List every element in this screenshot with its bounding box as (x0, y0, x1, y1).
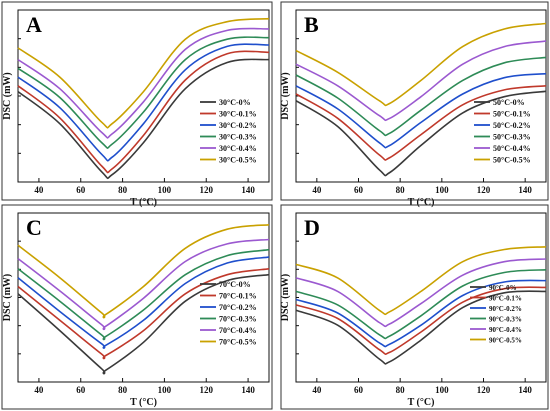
legend-label: 30°C-0.3% (219, 133, 257, 142)
legend-label: 30°C-0.2% (219, 121, 257, 130)
legend-label: 30°C-0% (219, 98, 251, 107)
series-line (295, 269, 547, 340)
legend-label: 30°C-0.5% (219, 156, 257, 165)
x-tick-label: 60 (354, 185, 364, 195)
x-tick-label: 120 (477, 185, 491, 195)
x-tick-label: 60 (76, 385, 86, 395)
x-tick-label: 140 (518, 185, 532, 195)
x-tick-label: 80 (118, 385, 128, 395)
x-tick-label: 60 (354, 385, 364, 395)
series-line (295, 56, 547, 137)
x-tick-label: 100 (158, 385, 172, 395)
x-tick-label: 100 (435, 385, 449, 395)
series-line (17, 273, 270, 375)
y-axis-title: DSC (mW) (2, 72, 13, 120)
x-tick-label: 40 (34, 185, 44, 195)
x-tick-label: 100 (435, 185, 449, 195)
panel-letter: D (304, 215, 320, 240)
x-tick-label: 40 (312, 185, 322, 195)
x-tick-label: 80 (396, 185, 406, 195)
x-tick-label: 100 (158, 185, 172, 195)
y-axis-title: DSC (mW) (2, 274, 13, 322)
panel-letter: C (26, 215, 42, 240)
series-line (295, 246, 547, 316)
legend-label: 50°C-0% (493, 98, 525, 107)
x-tick-label: 80 (118, 185, 128, 195)
legend-label: 50°C-0.4% (493, 144, 531, 153)
x-axis-title: T (°C) (130, 197, 157, 208)
x-tick-label: 40 (34, 385, 44, 395)
legend-label: 30°C-0.1% (219, 110, 257, 119)
series-line (17, 224, 270, 319)
x-tick-label: 120 (200, 185, 214, 195)
panel-border (1, 204, 273, 410)
x-tick-label: 120 (477, 385, 491, 395)
series-line (17, 58, 270, 180)
series-line (17, 248, 270, 341)
panel-b: 40 60 80 100 120 140 T (°C) DSC (mW) B 50°C-0% 50°… (280, 1, 549, 208)
legend-label: 70°C-0.5% (219, 338, 257, 347)
legend-label: 90°C-0.1% (489, 295, 522, 303)
panel-border (280, 204, 549, 410)
legend-label: 70°C-0% (219, 280, 251, 289)
legend-label: 90°C-0.2% (489, 305, 522, 313)
series-line (295, 22, 547, 107)
series-line (295, 290, 547, 365)
x-tick-label: 40 (312, 385, 322, 395)
panel-letter: A (26, 12, 42, 37)
series-line (17, 17, 270, 129)
x-axis-title: T (°C) (130, 397, 157, 408)
series-line (295, 40, 547, 122)
series-line (17, 27, 270, 139)
x-tick-label: 140 (518, 385, 532, 395)
legend-label: 90°C-0.4% (489, 326, 522, 334)
x-tick-label: 80 (396, 385, 406, 395)
series-line (17, 50, 270, 174)
legend-label: 70°C-0.3% (219, 315, 257, 324)
x-axis-title: T (°C) (408, 197, 435, 208)
series-line (295, 90, 547, 177)
series-line (17, 43, 270, 162)
y-axis-title: DSC (mW) (280, 274, 291, 322)
panel-a: 40 60 80 100 120 140 T (°C) DSC (mW) A 30°C-0% 30°… (1, 1, 273, 208)
legend-label: 70°C-0.4% (219, 326, 257, 335)
legend-label: 70°C-0.1% (219, 292, 257, 301)
panel-border (1, 1, 273, 201)
panel-border (280, 1, 549, 201)
legend-label: 30°C-0.4% (219, 144, 257, 153)
x-tick-label: 140 (241, 385, 255, 395)
panel-c: 40 60 80 100 120 140 T (°C) DSC (mW) C 70°C-0% 70°… (1, 204, 273, 410)
legend-label: 50°C-0.3% (493, 133, 531, 142)
series-line (17, 256, 270, 349)
series-line (17, 268, 270, 360)
legend-label: 90°C-0.5% (489, 337, 522, 345)
panel-letter: B (304, 12, 319, 37)
x-tick-label: 140 (241, 185, 255, 195)
legend-label: 50°C-0.5% (493, 156, 531, 165)
series-line (295, 286, 547, 355)
panel-d: 40 60 80 100 120 140 T (°C) DSC (mW) D 90°C-0% 90°… (280, 204, 549, 410)
legend-label: 90°C-0% (489, 284, 517, 292)
series-line (295, 258, 547, 328)
x-tick-label: 60 (76, 185, 86, 195)
x-axis-title: T (°C) (408, 397, 435, 408)
legend-label: 70°C-0.2% (219, 303, 257, 312)
legend-label: 50°C-0.2% (493, 121, 531, 130)
series-line (295, 85, 547, 161)
series-line (17, 238, 270, 331)
y-axis-title: DSC (mW) (280, 72, 291, 120)
series-line (295, 279, 547, 348)
legend-label: 50°C-0.1% (493, 110, 531, 119)
series-line (17, 36, 270, 149)
series-line (295, 72, 547, 149)
x-tick-label: 120 (200, 385, 214, 395)
legend-label: 90°C-0.3% (489, 316, 522, 324)
